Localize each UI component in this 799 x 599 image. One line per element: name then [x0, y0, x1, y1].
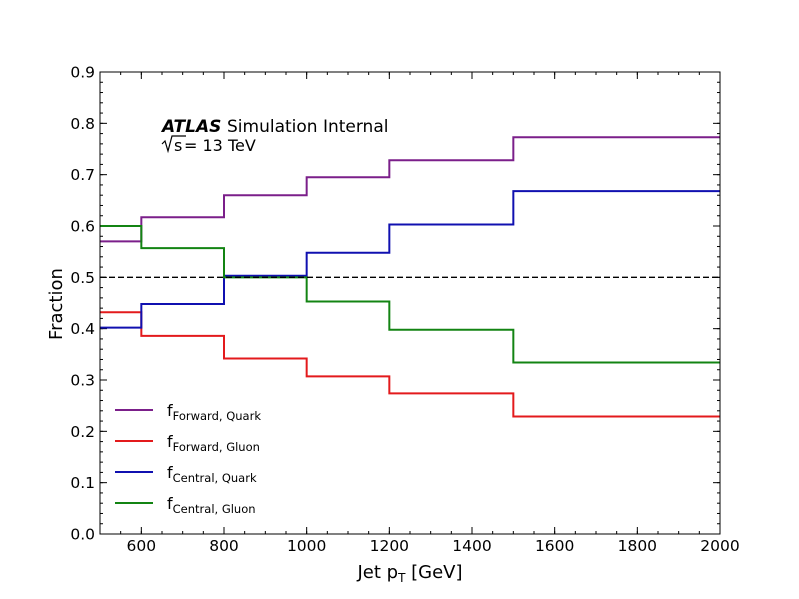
y-tick-label: 0.0	[70, 526, 95, 544]
x-tick-label: 600	[127, 537, 157, 555]
y-tick-label: 0.1	[70, 474, 95, 492]
y-tick-label: 0.9	[70, 64, 95, 82]
legend-label-central-quark: fCentral, Quark	[167, 463, 257, 485]
series-line-forward-quark	[100, 136, 720, 243]
atlas-label: ATLAS	[160, 117, 221, 137]
y-tick-label: 0.7	[70, 166, 95, 184]
x-axis-label: Jet pT [GeV]	[356, 562, 462, 585]
y-tick-label: 0.5	[70, 269, 95, 287]
legend-label-forward-quark: fForward, Quark	[167, 401, 261, 423]
energy-sqrt-arg: s	[174, 136, 182, 155]
series-layer	[100, 136, 720, 418]
legend-label-forward-gluon: fForward, Gluon	[167, 432, 260, 454]
y-tick-label: 0.6	[70, 218, 95, 236]
plot-frame	[99, 71, 721, 535]
simulation-internal-label: Simulation Internal	[227, 117, 388, 137]
y-tick-label: 0.3	[70, 372, 95, 390]
y-tick-label: 0.4	[70, 320, 95, 338]
energy-label: = 13 TeV	[184, 136, 256, 155]
y-axis-label: Fraction	[46, 268, 67, 340]
series-line-central-quark	[100, 190, 720, 329]
x-tick-label: 1000	[287, 537, 326, 555]
legend-label-central-gluon: fCentral, Gluon	[167, 494, 256, 516]
x-tick-label: 1800	[618, 537, 657, 555]
x-tick-label: 2000	[700, 537, 739, 555]
x-tick-label: 800	[209, 537, 239, 555]
x-tick-label: 1600	[535, 537, 574, 555]
series-line-central-gluon	[100, 225, 720, 364]
tick-labels: 600 800 1000 1200 1400 1600 1800 2000 0.0 0.1 0.2 0…	[70, 64, 739, 556]
legend: fForward, Quark fForward, Gluon fCentral, …	[115, 401, 261, 516]
x-tick-label: 1200	[370, 537, 409, 555]
y-tick-label: 0.8	[70, 115, 95, 133]
x-tick-label: 1400	[452, 537, 491, 555]
series-line-forward-gluon	[100, 311, 720, 418]
sqrt-symbol	[161, 135, 186, 154]
y-tick-label: 0.2	[70, 423, 95, 441]
